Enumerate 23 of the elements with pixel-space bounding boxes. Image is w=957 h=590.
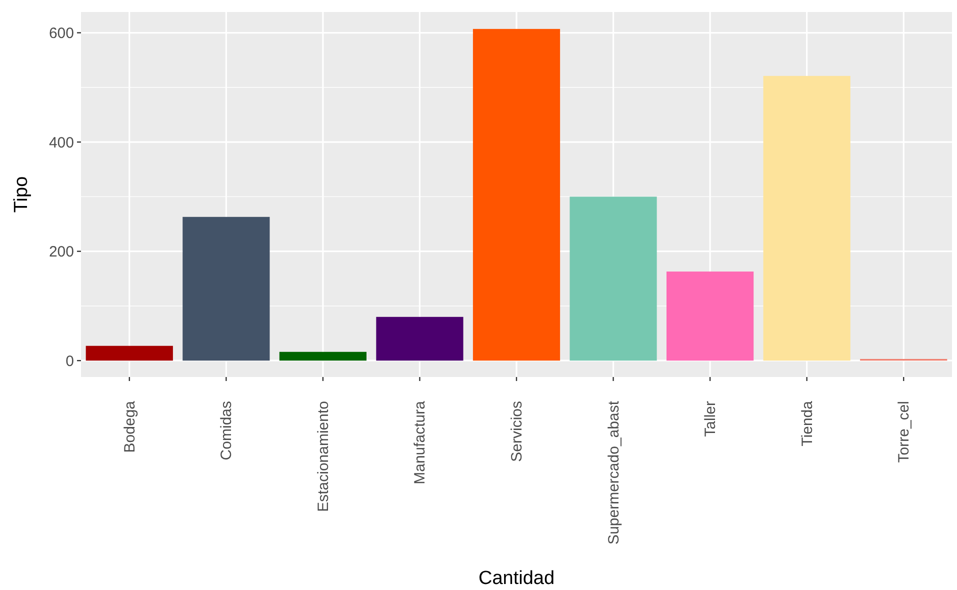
x-tick-label: Supermercado_abast (605, 400, 622, 544)
y-tick-label: 200 (48, 244, 74, 261)
x-axis-title: Cantidad (478, 568, 555, 589)
x-tick-label: Tienda (798, 400, 816, 446)
bar (472, 28, 560, 361)
bar (182, 216, 270, 361)
x-tick-label: Taller (702, 401, 720, 437)
x-tick-label: Bodega (121, 400, 138, 453)
x-tick-label: Manufactura (412, 400, 429, 484)
y-tick-label: 0 (66, 352, 74, 370)
x-tick-label: Comidas (218, 401, 236, 460)
y-tick-label: 600 (48, 25, 74, 42)
bar (279, 352, 366, 361)
bar (570, 196, 657, 361)
x-tick-label: Servicios (508, 401, 526, 462)
bar (666, 272, 754, 361)
x-tick-label: Estacionamiento (314, 401, 332, 512)
bar (763, 76, 850, 361)
y-axis-title: Tipo (11, 176, 32, 213)
bar (86, 346, 173, 361)
bar (376, 316, 464, 361)
y-tick-label: 400 (48, 134, 74, 152)
x-tick-label: Torre_cel (896, 401, 913, 463)
